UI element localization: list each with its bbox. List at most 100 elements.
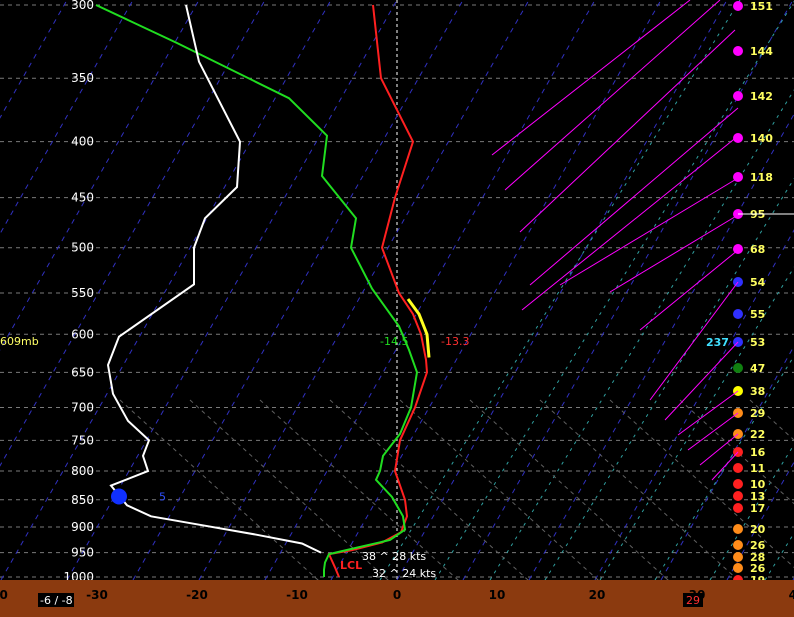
wind-speed-label: 140: [750, 132, 773, 145]
isotherm-line: [528, 113, 794, 580]
wind-shaft: [504, 0, 721, 191]
pressure-tick-label: 750: [71, 433, 94, 447]
hodograph-dot: [111, 488, 127, 505]
profile-trace-1: [95, 4, 419, 577]
adiabat-line: [259, 399, 459, 580]
mixing-line: [654, 355, 794, 580]
adiabat-line: [469, 399, 669, 580]
annotations: 609mb -14.5 -13.3 237 38 ^ 28 kts 32 ^ 2…: [0, 335, 729, 580]
wind-speed-label: 55: [750, 308, 765, 321]
mixing-line: [489, 89, 794, 580]
direction-609-label: 237: [706, 336, 729, 349]
wind-speed-label: 28: [750, 551, 765, 564]
bottom-right-box: 29: [683, 593, 703, 607]
pressure-tick-label: 450: [71, 191, 94, 205]
wind-shaft: [664, 341, 739, 421]
mixing-line: [379, 0, 741, 580]
temperature-tick-label: 0: [393, 588, 401, 602]
wind-shaft: [687, 412, 739, 451]
wind-speed-label: 20: [750, 523, 766, 536]
profile-traces: [95, 4, 431, 578]
adiabat-line: [609, 399, 794, 568]
wind-speed-label: 68: [750, 243, 765, 256]
wind-speed-label: 53: [750, 336, 765, 349]
wind-shaft: [609, 214, 739, 293]
mixing-line: [599, 266, 794, 580]
adiabat-line: [189, 399, 389, 580]
wind-speed-label: 151: [750, 0, 773, 13]
adiabat-line: [749, 399, 794, 441]
wind-speed-label: 38: [750, 385, 765, 398]
wind-speed-label: 13: [750, 490, 765, 503]
pressure-tick-label: 500: [71, 241, 94, 255]
isotherm-line: [594, 229, 794, 580]
pressure-tick-label: 900: [71, 520, 94, 534]
wind-profile: 1511441421401189568545553473829221611101…: [491, 0, 794, 606]
wind-speed-label: 26: [750, 562, 766, 575]
pressure-tick-label: 850: [71, 493, 94, 507]
isotherm-line: [66, 0, 398, 580]
isotherm-line: [198, 0, 530, 580]
temperature-tick-label: -20: [186, 588, 208, 602]
pressure-tick-label: 350: [71, 71, 94, 85]
adiabat-line: [399, 399, 599, 580]
wind-speed-label: 47: [750, 362, 765, 375]
wind-shaft: [699, 433, 739, 466]
pressure-tick-label: 400: [71, 135, 94, 149]
profile-trace-3: [406, 298, 431, 358]
wind-speed-label: 54: [750, 276, 766, 289]
wind-speed-label: 118: [750, 171, 773, 184]
dewpoint-609-label: -14.5: [380, 335, 408, 348]
wind-shaft: [649, 281, 739, 401]
wind-speed-label: 10: [750, 478, 766, 491]
mixing-line: [709, 443, 794, 580]
temperature-tick-label: -30: [86, 588, 108, 602]
isotherm-line: [396, 0, 728, 580]
bottom-left-box: -6 / -8: [38, 593, 74, 607]
adiabat-line: [119, 399, 319, 580]
wind-level-dot: [733, 133, 743, 143]
isotherm-line: [0, 0, 200, 351]
wind-level-dot: [733, 552, 743, 562]
isotherm-line: [0, 0, 332, 580]
storm-motion-2-label: 32 ^ 24 kts: [372, 567, 436, 580]
pressure-labels: 300 350 400 450 500 550 600 650 700 750 800 850 900 9…: [63, 0, 94, 584]
wind-speed-label: 22: [750, 428, 765, 441]
wind-level-dot: [733, 46, 743, 56]
wind-level-dot: [733, 540, 743, 550]
bottom-left-value: -6 / -8: [40, 594, 73, 607]
wind-shaft: [491, 0, 691, 156]
wind-level-dot: [733, 463, 743, 473]
wind-level-dot: [733, 503, 743, 513]
pressure-tick-label: 800: [71, 464, 94, 478]
wind-level-dot: [733, 479, 743, 489]
adiabat-line: [329, 399, 529, 580]
pressure-tick-label: 950: [71, 546, 94, 560]
wind-speed-label: 142: [750, 90, 773, 103]
pressure-tick-label: 550: [71, 286, 94, 300]
isotherm-line: [660, 345, 794, 580]
isotherm-line: [330, 0, 662, 580]
storm-motion-1-label: 38 ^ 28 kts: [362, 550, 426, 563]
wind-shaft: [529, 107, 739, 286]
wind-shaft: [559, 177, 739, 286]
wind-level-dot: [733, 309, 743, 319]
wind-speed-label: 11: [750, 462, 765, 475]
isotherm-line: [462, 0, 794, 580]
wind-speed-label: 144: [750, 45, 773, 58]
wind-speed-label: 29: [750, 407, 765, 420]
temperature-axis-labels: -40-30-20-10010203040: [0, 588, 794, 602]
isotherm-line: [726, 461, 794, 580]
hodograph-marker: 5: [111, 488, 166, 505]
lcl-label: LCL: [340, 559, 362, 572]
temperature-tick-label: -40: [0, 588, 8, 602]
wind-level-dot: [733, 363, 743, 373]
wind-level-dot: [733, 563, 743, 573]
bottom-right-value: 29: [686, 594, 700, 607]
wind-level-dot: [733, 491, 743, 501]
pressure-tick-label: 700: [71, 401, 94, 415]
profile-trace-2: [106, 4, 322, 554]
level-609-label: 609mb: [0, 335, 39, 348]
wind-speed-label: 26: [750, 539, 766, 552]
